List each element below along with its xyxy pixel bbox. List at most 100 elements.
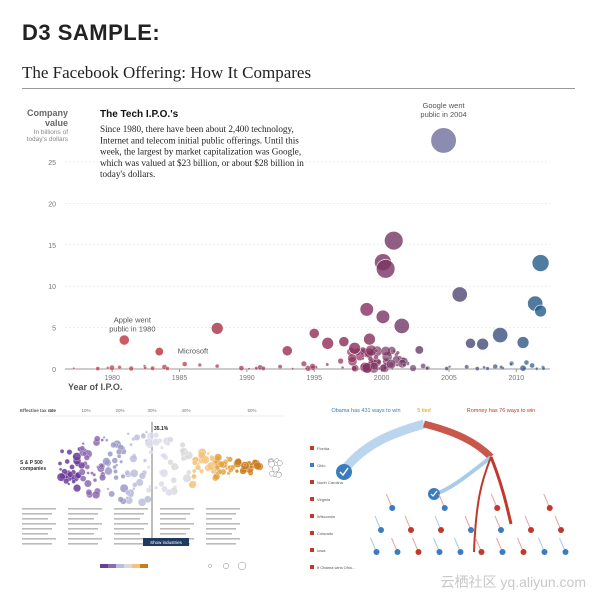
company-bubble [119, 459, 124, 464]
company-bubble [126, 432, 130, 436]
tie-label: 5 tied [417, 408, 430, 414]
ipo-bubble-large [430, 127, 457, 154]
divider [22, 88, 575, 89]
ipo-bubble [291, 367, 294, 370]
company-bubble [179, 441, 186, 448]
company-bubble [72, 452, 82, 461]
win-check-node [336, 464, 352, 480]
x-tick-label: 1980 [104, 375, 120, 382]
outcome-node [528, 527, 534, 533]
x-tick-label: 40% [181, 408, 190, 413]
ipo-bubble-large [321, 337, 334, 350]
x-tick-label: 10% [81, 408, 90, 413]
company-bubble [228, 469, 232, 473]
company-bubble [129, 454, 138, 463]
romney-branch [423, 420, 494, 460]
note-text-line [68, 508, 102, 510]
note-text-line [22, 538, 56, 540]
company-bubble [175, 465, 180, 470]
legend-swatch [132, 564, 140, 568]
company-bubble [135, 478, 144, 487]
ipo-bubble-large [154, 347, 164, 357]
company-bubble [125, 496, 129, 500]
company-bubble [234, 458, 242, 466]
company-bubble [145, 430, 149, 434]
y-axis-label: Company [27, 108, 68, 118]
company-bubble [133, 434, 141, 441]
ipo-bubble-large [348, 342, 361, 355]
state-label: Virginia [317, 497, 331, 502]
ipo-bubble [529, 362, 535, 369]
ipo-bubble [254, 366, 259, 371]
outcome-node [408, 527, 414, 533]
company-bubble [170, 477, 177, 484]
company-bubble [206, 452, 210, 455]
ipo-bubble-large [492, 327, 509, 344]
company-bubble [153, 432, 159, 438]
outcome-node [441, 505, 448, 511]
company-bubble [102, 457, 111, 466]
ipo-bubble-large [516, 336, 530, 349]
note-text-line [114, 528, 144, 530]
x-tick-label: 1995 [306, 375, 322, 382]
company-bubble [112, 464, 117, 470]
annotation-label: public in 1980 [109, 325, 155, 334]
note-text-line [114, 543, 144, 545]
ipo-bubble [535, 367, 539, 371]
company-bubble [191, 473, 197, 480]
company-bubble [192, 468, 197, 474]
x-tick-label: 2005 [441, 375, 457, 382]
company-bubble [167, 459, 174, 466]
check-icon [339, 467, 349, 477]
company-bubble [99, 474, 106, 481]
chart-description-line: Since 1980, there have been about 2,400 … [100, 124, 294, 134]
ipo-bubble [523, 359, 530, 366]
ipo-bubble [374, 348, 379, 353]
ipo-bubble [475, 366, 480, 371]
ipo-bubble [448, 365, 452, 369]
ipo-bubble-large [476, 337, 489, 351]
ipo-bubble [165, 366, 170, 371]
note-text-line [68, 528, 98, 530]
y-tick-label: 20 [48, 201, 56, 208]
ipo-bubble-large [281, 345, 293, 357]
company-bubble [111, 457, 118, 464]
legend-size-circle [208, 564, 212, 568]
obama-branch [340, 419, 426, 473]
ipo-bubble-large [414, 345, 424, 355]
ipo-bubble [541, 366, 546, 371]
company-bubble [165, 441, 171, 446]
state-marker [310, 463, 314, 467]
company-bubble [56, 472, 66, 482]
company-bubble [209, 455, 216, 462]
note-text-line [114, 538, 148, 540]
outcome-node [546, 505, 553, 511]
legend-swatch [140, 564, 148, 568]
note-text-line [22, 518, 48, 520]
company-bubble [113, 469, 118, 474]
company-bubble [63, 478, 70, 485]
ipo-bubble [109, 364, 115, 371]
company-bubble [145, 487, 152, 493]
ipo-bubble [373, 354, 379, 360]
chart-title: The Tech I.P.O.'s [100, 109, 179, 120]
state-label: Florida [317, 446, 330, 451]
company-bubble [188, 480, 197, 489]
y-axis-sublabel: In billions of [34, 129, 69, 136]
company-bubble [102, 435, 106, 439]
company-bubble [100, 438, 104, 442]
outcome-node [499, 549, 506, 555]
ipo-bubble-large [375, 309, 391, 324]
company-bubble [213, 460, 219, 465]
company-bubble [71, 479, 76, 484]
note-text-line [114, 523, 148, 525]
company-bubble [107, 451, 113, 457]
ipo-bubble-large [531, 254, 550, 272]
company-bubble [73, 484, 81, 493]
y-axis-sublabel: today's dollars [27, 136, 69, 143]
company-bubble [78, 468, 86, 476]
annotation-label: Apple went [114, 316, 152, 325]
company-bubble [214, 453, 223, 462]
company-bubble [161, 453, 168, 459]
outcome-node [558, 527, 564, 533]
